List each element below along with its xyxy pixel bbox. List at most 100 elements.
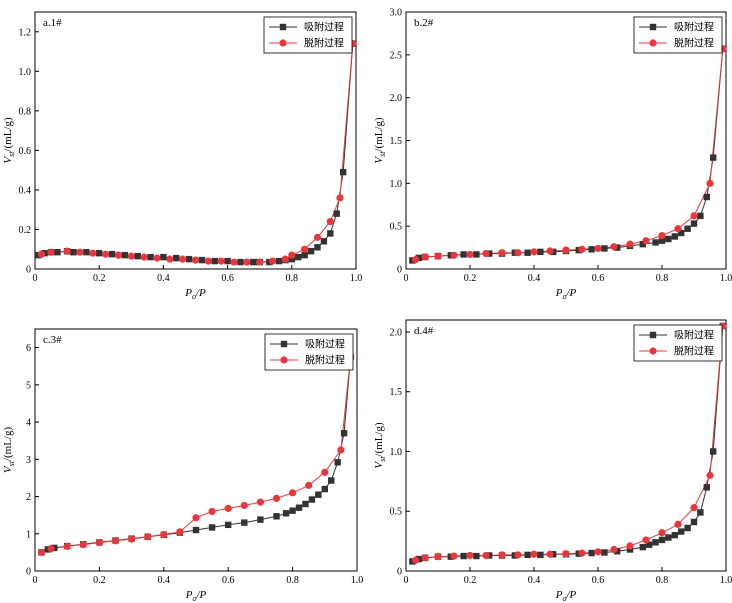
x-tick-label: 0.4	[528, 575, 541, 586]
x-tick-label: 0.4	[157, 273, 170, 284]
plot-frame	[34, 11, 357, 270]
data-point	[307, 248, 315, 255]
data-point	[671, 233, 678, 240]
legend-marker	[279, 39, 287, 47]
y-tick-label: 0.6	[19, 146, 32, 157]
data-point	[546, 247, 554, 255]
legend-label: 吸附过程	[674, 21, 714, 34]
data-point	[272, 494, 281, 502]
y-tick-label: 0.8	[19, 106, 32, 117]
data-point	[282, 510, 290, 517]
data-point	[415, 254, 422, 262]
series-line	[41, 356, 352, 553]
data-point	[562, 550, 570, 558]
y-tick-label: 2	[26, 492, 31, 503]
data-point	[642, 237, 650, 245]
x-tick-label: 0.2	[93, 273, 106, 284]
data-point	[684, 524, 691, 532]
data-point	[173, 254, 180, 262]
data-point	[333, 210, 340, 217]
data-point	[626, 542, 634, 550]
data-point	[328, 477, 335, 484]
series-line	[38, 43, 354, 263]
data-point	[340, 430, 348, 437]
data-point	[321, 468, 329, 476]
data-point	[703, 484, 710, 491]
data-point	[601, 245, 608, 252]
data-point	[240, 501, 248, 510]
data-point	[96, 249, 103, 257]
data-point	[224, 257, 231, 265]
data-point	[179, 255, 187, 263]
data-point	[652, 539, 659, 546]
y-tick-label: 2.0	[390, 93, 403, 104]
y-tick-label: 1.0	[19, 67, 32, 78]
data-point	[320, 238, 328, 245]
data-point	[70, 248, 77, 256]
data-point	[690, 518, 698, 526]
x-tick-label: 0.2	[93, 575, 106, 586]
x-axis-title: Po/P	[184, 287, 206, 301]
data-point	[482, 249, 490, 258]
chart-panel: 0 0.2 0.4 0.6 0.8 1.0 0 0.2 0.4 0.6 0.8 1.0 1.2 a.1# P…	[2, 11, 363, 301]
chart-panel: 0 0.2 0.4 0.6 0.8 1.0 0 0.5 1.0 1.5 2.0 2.5 3.0 b.2# P…	[373, 8, 732, 302]
data-point	[321, 485, 328, 493]
plot-frame	[405, 319, 727, 572]
data-point	[690, 212, 698, 220]
y-tick-label: 1.2	[19, 27, 32, 38]
y-tick-label: 0.2	[19, 225, 32, 236]
data-point	[102, 250, 110, 258]
data-point	[642, 536, 650, 544]
x-tick-label: 0.2	[464, 575, 477, 586]
y-tick-label: 4	[26, 418, 31, 429]
data-point	[578, 245, 586, 253]
data-point	[301, 245, 309, 253]
legend-marker	[649, 23, 657, 31]
data-point	[646, 541, 653, 548]
x-tick-label: 0.6	[592, 273, 605, 284]
data-point	[460, 251, 467, 258]
y-tick-label: 1	[26, 529, 31, 540]
data-point	[89, 249, 97, 257]
y-tick-label: 0	[397, 265, 402, 276]
data-point	[703, 193, 710, 201]
x-tick-label: 1.0	[350, 273, 363, 284]
x-tick-label: 1.0	[351, 575, 364, 586]
data-point	[289, 489, 297, 497]
x-tick-label: 0.6	[221, 273, 234, 284]
data-point	[578, 549, 586, 557]
y-tick-label: 0.5	[390, 222, 403, 233]
data-point	[588, 246, 595, 253]
panel-label: d.4#	[414, 325, 434, 337]
data-point	[191, 256, 200, 264]
data-point	[166, 255, 174, 263]
data-point	[473, 251, 480, 258]
data-point	[665, 534, 672, 541]
chart-panel: 0 0.2 0.4 0.6 0.8 1.0 0 0.5 1.0 1.5 2.0 d.4# Po/P Vst…	[373, 319, 732, 603]
data-point	[562, 246, 570, 254]
data-point	[594, 244, 602, 253]
data-point	[127, 252, 135, 260]
data-point	[281, 255, 289, 263]
data-point	[658, 231, 666, 240]
data-point	[434, 553, 442, 561]
data-point	[450, 552, 458, 560]
data-point	[237, 258, 244, 266]
legend-label: 脱附过程	[304, 37, 344, 50]
data-point	[710, 448, 717, 455]
data-point	[710, 154, 717, 161]
data-point	[224, 504, 232, 513]
data-point	[665, 235, 672, 243]
x-tick-label: 0.4	[158, 575, 171, 586]
x-axis-title: Po/P	[185, 589, 207, 603]
data-point	[211, 257, 218, 265]
data-point	[678, 229, 685, 237]
series-line	[41, 356, 352, 553]
data-point	[652, 239, 659, 246]
data-point	[315, 491, 322, 498]
data-point	[614, 548, 621, 555]
y-tick-label: 0.4	[19, 185, 32, 196]
legend-label: 吸附过程	[305, 338, 345, 351]
x-tick-label: 1.0	[720, 273, 732, 284]
data-point	[610, 545, 618, 554]
